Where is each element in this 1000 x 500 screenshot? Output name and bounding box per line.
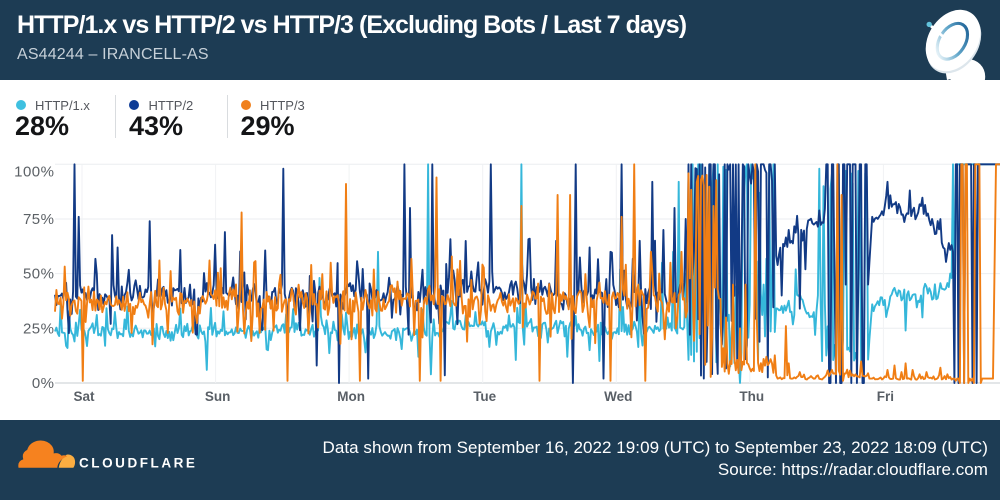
svg-text:Wed: Wed xyxy=(604,389,632,404)
svg-text:100%: 100% xyxy=(14,164,54,181)
svg-text:50%: 50% xyxy=(23,266,55,283)
svg-text:Sun: Sun xyxy=(205,389,231,404)
svg-text:25%: 25% xyxy=(23,320,55,337)
svg-text:75%: 75% xyxy=(23,211,55,228)
svg-text:Fri: Fri xyxy=(877,389,894,404)
svg-text:Tue: Tue xyxy=(473,389,496,404)
svg-text:Mon: Mon xyxy=(337,389,365,404)
svg-text:0%: 0% xyxy=(32,375,55,392)
svg-text:Sat: Sat xyxy=(73,389,95,404)
svg-text:Thu: Thu xyxy=(739,389,764,404)
svg-text:CLOUDFLARE: CLOUDFLARE xyxy=(79,456,198,470)
